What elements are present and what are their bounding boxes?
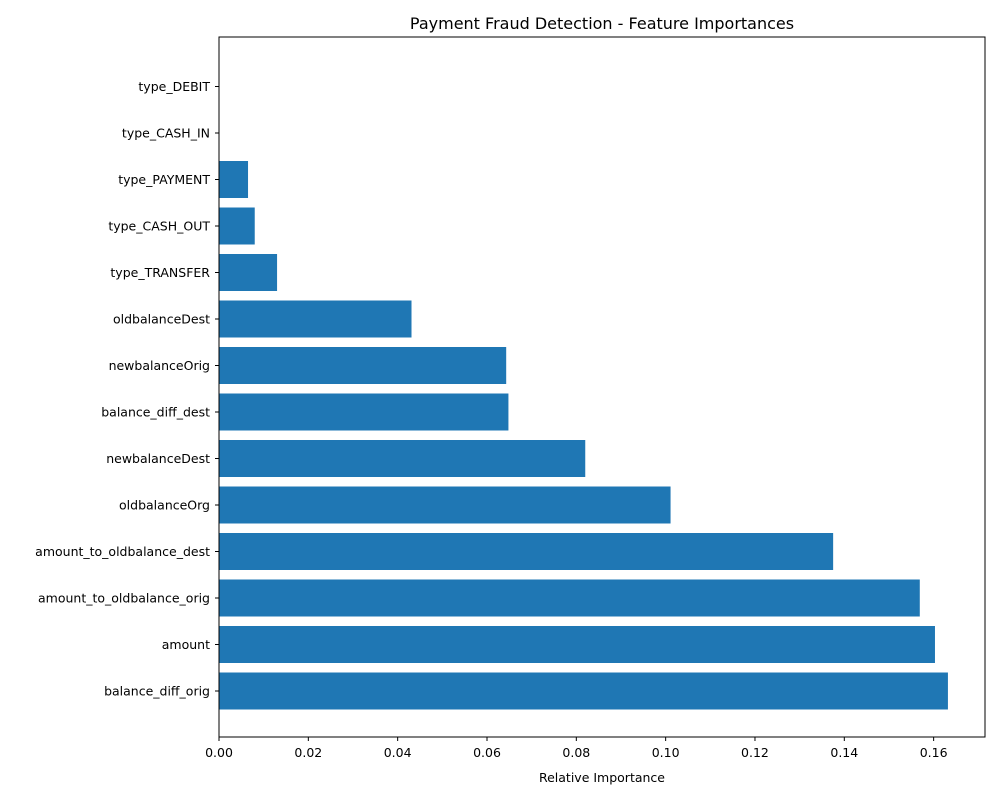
chart-title: Payment Fraud Detection - Feature Import…: [410, 14, 794, 33]
y-tick-label: type_PAYMENT: [118, 172, 210, 187]
x-tick-label: 0.14: [830, 745, 858, 760]
bar-amount_to_oldbalance_dest: [219, 533, 834, 570]
y-tick-label: balance_diff_dest: [101, 405, 210, 420]
x-tick-label: 0.10: [652, 745, 680, 760]
bar-balance_diff_dest: [219, 393, 509, 431]
bar-type_PAYMENT: [219, 161, 249, 198]
y-tick-label: oldbalanceDest: [113, 312, 210, 327]
x-tick-label: 0.16: [920, 745, 948, 760]
y-tick-label: newbalanceDest: [106, 451, 210, 466]
plot-frame: [218, 36, 986, 738]
y-tick-label: oldbalanceOrg: [119, 498, 210, 513]
y-tick-label: amount: [162, 637, 210, 652]
bar-newbalanceDest: [219, 440, 586, 477]
x-tick-label: 0.12: [741, 745, 769, 760]
bar-oldbalanceDest: [219, 300, 412, 338]
y-tick-label: balance_diff_orig: [104, 684, 210, 699]
bars-layer: [219, 161, 948, 710]
y-tick-label: type_TRANSFER: [110, 265, 210, 280]
bar-oldbalanceOrg: [219, 486, 671, 524]
x-tick-label: 0.06: [473, 745, 501, 760]
bar-type_CASH_OUT: [219, 207, 255, 245]
y-tick-label: type_DEBIT: [138, 79, 210, 94]
x-axis-label: Relative Importance: [539, 770, 665, 785]
bar-amount: [219, 626, 935, 663]
bar-balance_diff_orig: [219, 672, 948, 710]
bar-type_TRANSFER: [219, 254, 278, 291]
y-tick-label: amount_to_oldbalance_orig: [38, 591, 210, 606]
x-tick-label: 0.08: [562, 745, 590, 760]
y-tick-label: newbalanceOrig: [109, 358, 210, 373]
y-tick-label: amount_to_oldbalance_dest: [35, 544, 210, 559]
bar-amount_to_oldbalance_orig: [219, 579, 920, 617]
bar-newbalanceOrig: [219, 347, 507, 384]
x-tick-label: 0.04: [384, 745, 412, 760]
y-axis: balance_diff_orig amount amount_to_oldbala…: [35, 79, 219, 699]
x-tick-label: 0.00: [205, 745, 233, 760]
x-tick-label: 0.02: [294, 745, 322, 760]
y-tick-label: type_CASH_IN: [122, 126, 210, 141]
y-tick-label: type_CASH_OUT: [108, 219, 210, 234]
x-axis: 0.00 0.02 0.04 0.06 0.08 0.10 0.12 0.14 0.16: [205, 737, 948, 760]
